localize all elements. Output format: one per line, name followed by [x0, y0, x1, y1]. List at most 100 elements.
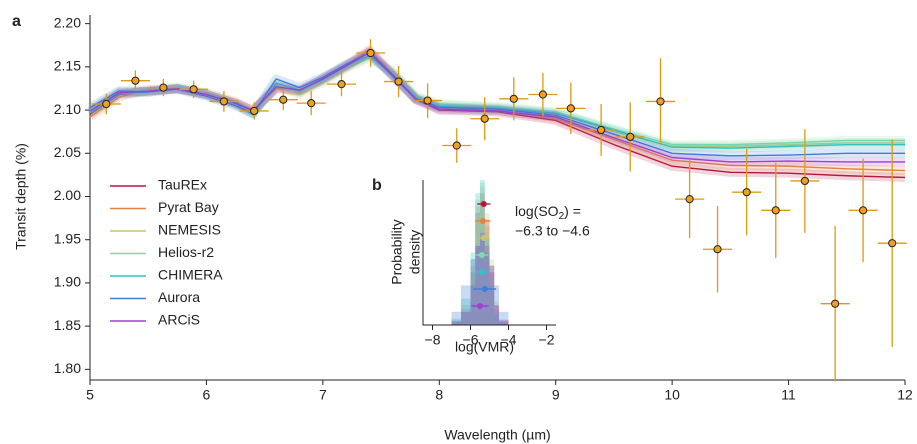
histogram-bar	[451, 318, 461, 325]
x-tick-label: 9	[552, 387, 560, 403]
histogram-bar	[470, 272, 476, 325]
histogram-bar	[451, 322, 461, 325]
histogram-bar	[451, 319, 461, 325]
annotation-part: ) =	[564, 203, 581, 219]
data-point	[685, 194, 694, 204]
histogram-bar	[494, 309, 499, 325]
data-point	[509, 94, 518, 103]
x-tick-label: −4	[501, 332, 517, 348]
data-point	[713, 245, 722, 254]
histogram-bar	[475, 206, 480, 325]
data-point	[858, 206, 868, 215]
y-tick-label: 2.10	[54, 101, 81, 117]
histogram-bar	[489, 272, 495, 325]
data-point	[279, 95, 288, 104]
histogram-bar	[494, 301, 499, 325]
histogram-bar	[475, 245, 480, 325]
data-point	[888, 239, 897, 248]
histogram-bar	[461, 298, 471, 325]
histogram-bar	[499, 319, 509, 325]
data-point	[480, 114, 489, 123]
data-point	[742, 188, 751, 197]
histogram-bar	[494, 314, 499, 325]
histogram-bar	[451, 322, 461, 325]
panel-label: a	[12, 13, 21, 30]
legend-label: ARCiS	[158, 312, 200, 328]
histogram-bar	[461, 311, 471, 325]
histogram-bar	[489, 265, 495, 325]
histogram-bar	[461, 311, 471, 325]
histogram-bar	[499, 321, 509, 325]
histogram-bar	[461, 285, 471, 325]
legend-label: Pyrat Bay	[158, 199, 219, 215]
median-point	[480, 201, 487, 207]
histogram-bar	[484, 226, 490, 325]
histogram-bar	[480, 239, 485, 325]
histogram-bar	[484, 212, 490, 325]
data-point	[394, 77, 403, 86]
data-point	[159, 83, 168, 92]
histogram-bar	[489, 272, 495, 325]
median-point	[480, 235, 487, 241]
y-tick-label: 2.20	[54, 14, 81, 30]
histogram-bar	[451, 321, 461, 325]
annotation-part: log(SO	[515, 203, 559, 219]
histogram-bar	[499, 322, 509, 325]
histogram-bar	[475, 245, 480, 325]
y-tick-label: 1.85	[54, 317, 81, 333]
x-tick-label: 5	[86, 387, 94, 403]
x-tick-label: 12	[897, 387, 913, 403]
legend-label: Helios-r2	[158, 244, 214, 260]
y-axis-label: Transit depth (%)	[13, 143, 29, 250]
histogram-bar	[489, 259, 495, 325]
histogram-bar	[470, 259, 476, 325]
histogram-bar	[470, 265, 476, 325]
histogram-bar	[461, 314, 471, 325]
data-point	[337, 80, 346, 89]
data-point	[597, 125, 606, 135]
median-point	[477, 303, 483, 309]
median-point	[481, 286, 488, 292]
histogram-bar	[451, 311, 461, 325]
histogram-bar	[499, 311, 509, 325]
histogram-bar	[461, 309, 471, 325]
histogram-bar	[475, 199, 480, 325]
data-point	[831, 299, 840, 308]
histogram-bar	[480, 193, 485, 325]
median-point	[478, 252, 485, 258]
histogram-bar	[499, 319, 509, 325]
y-axis-label: Probability	[389, 219, 405, 284]
histogram-bar	[494, 305, 499, 325]
histogram-bar	[499, 322, 509, 325]
annotation: log(SO2) =	[515, 203, 581, 222]
x-tick-label: 6	[203, 387, 211, 403]
histogram-bar	[480, 232, 485, 325]
median-point	[479, 218, 486, 224]
legend-label: CHIMERA	[158, 267, 223, 283]
y-tick-label: 1.80	[54, 360, 81, 376]
data-point	[219, 97, 228, 106]
x-tick-label: −6	[463, 332, 479, 348]
x-tick-label: 10	[664, 387, 680, 403]
histogram-bar	[494, 285, 499, 325]
histogram-bar	[451, 321, 461, 325]
data-point	[538, 90, 548, 99]
data-point	[250, 106, 259, 116]
y-tick-label: 1.90	[54, 274, 81, 290]
histogram-bar	[494, 311, 499, 325]
histogram-bar	[475, 193, 480, 325]
histogram-bar	[461, 305, 471, 325]
histogram-bar	[470, 278, 476, 325]
histogram-bar	[470, 259, 476, 325]
data-point	[189, 85, 198, 94]
data-point	[452, 141, 461, 150]
x-tick-label: 11	[781, 387, 796, 403]
data-point	[566, 104, 575, 113]
histogram-bar	[475, 212, 480, 325]
data-point	[626, 132, 635, 141]
data-point	[102, 99, 111, 109]
annotation-part: 2	[559, 211, 565, 222]
inset-axis	[422, 180, 556, 326]
x-axis-label: log(VMR)	[455, 339, 514, 355]
